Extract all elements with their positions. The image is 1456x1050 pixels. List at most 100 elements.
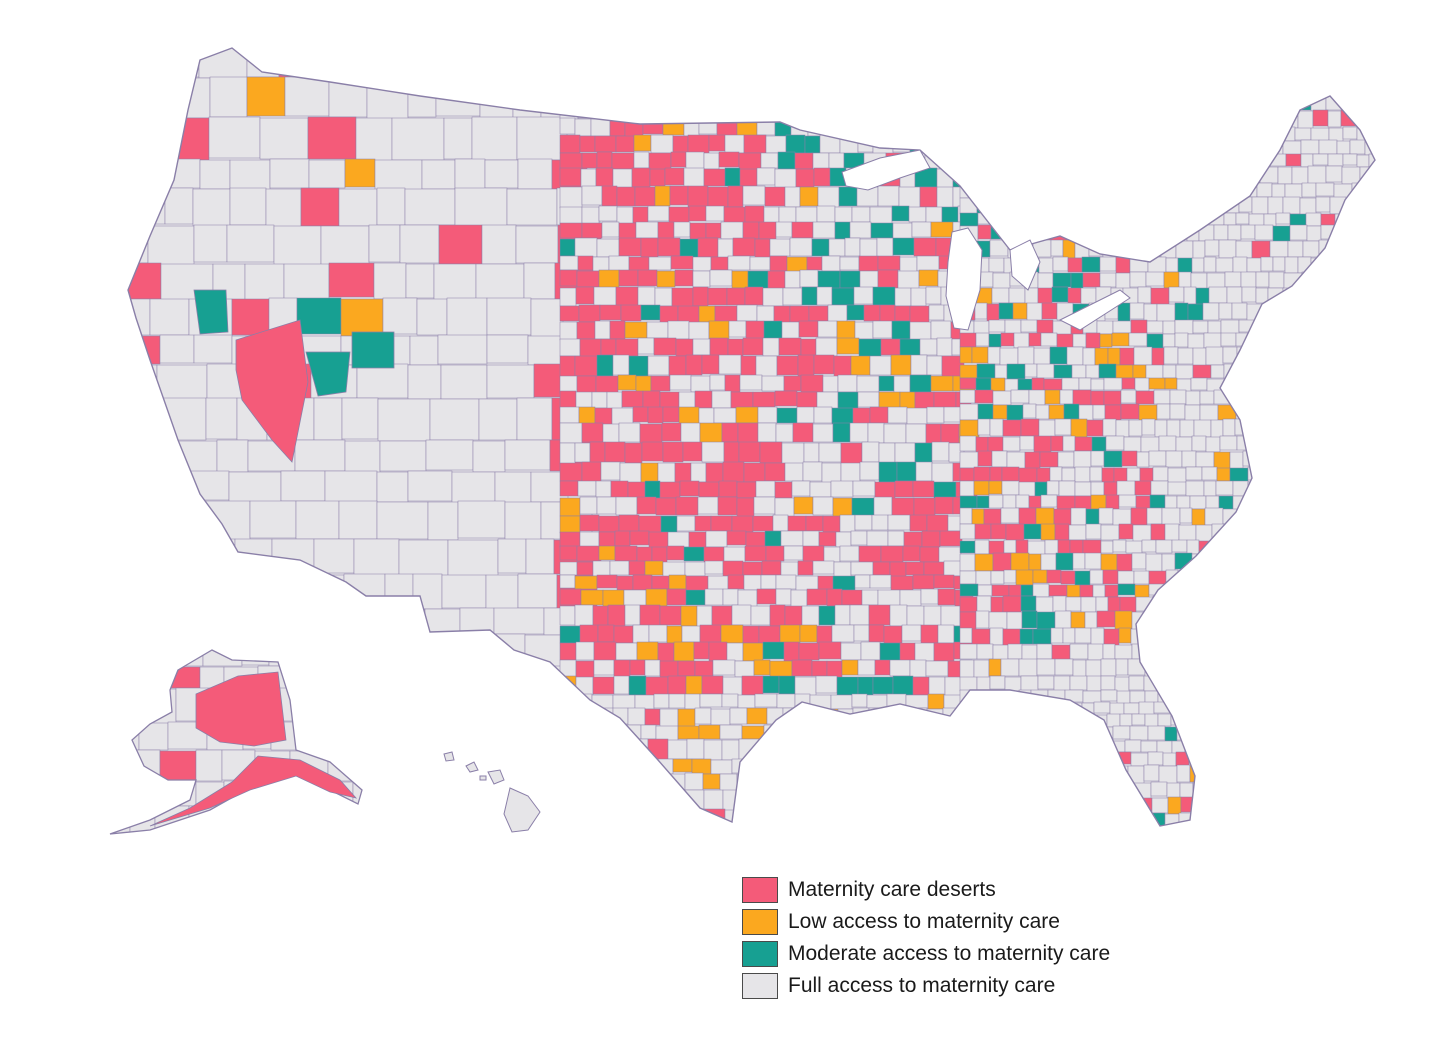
county-cell	[581, 222, 603, 239]
county-cell	[836, 320, 856, 340]
county-cell	[1201, 80, 1220, 97]
county-cell	[703, 739, 723, 761]
county-cell	[1305, 553, 1320, 572]
county-cell	[854, 574, 871, 589]
county-cell	[815, 337, 838, 357]
county-cell	[726, 530, 747, 546]
county-cell	[1222, 725, 1236, 740]
county-cell	[840, 442, 863, 465]
county-cell	[642, 117, 664, 135]
county-cell	[628, 560, 646, 576]
county-cell	[1387, 660, 1402, 678]
county-cell	[915, 461, 933, 482]
county-cell	[972, 782, 991, 799]
county-cell	[1304, 611, 1318, 631]
county-cell	[745, 531, 766, 549]
county-cell	[251, 607, 284, 634]
county-cell	[639, 423, 663, 445]
county-cell	[1145, 271, 1165, 287]
county-cell	[737, 694, 756, 709]
county-cell	[1282, 196, 1301, 215]
county-cell	[1119, 347, 1135, 366]
county-cell	[1191, 109, 1206, 127]
county-cell	[1322, 436, 1336, 454]
county-cell	[1006, 451, 1026, 470]
county-cell	[1315, 764, 1331, 783]
county-cell	[731, 515, 754, 533]
county-cell	[444, 634, 493, 669]
county-cell	[1385, 813, 1398, 829]
county-cell	[1067, 257, 1083, 273]
county-cell	[921, 530, 941, 548]
county-cell	[1023, 213, 1038, 227]
county-cell	[186, 833, 212, 834]
county-cell	[1334, 690, 1353, 705]
hawaii-island-maui	[487, 769, 505, 785]
county-cell	[764, 186, 786, 207]
county-cell	[1147, 725, 1166, 741]
county-cell	[868, 624, 885, 643]
county-cell	[1334, 436, 1353, 453]
county-cell	[1325, 320, 1339, 334]
county-cell	[1036, 714, 1052, 728]
county-cell	[128, 439, 170, 471]
county-cell	[1210, 364, 1225, 379]
county-cell	[1223, 212, 1237, 226]
county-cell	[1254, 224, 1274, 241]
county-cell	[596, 151, 613, 169]
county-cell	[1111, 332, 1130, 347]
county-cell	[644, 560, 664, 576]
county-cell	[989, 418, 1004, 437]
county-cell	[908, 707, 928, 727]
county-cell	[887, 406, 908, 424]
county-cell	[925, 286, 942, 305]
county-cell	[1134, 584, 1150, 599]
county-cell	[1006, 404, 1024, 421]
county-cell	[1374, 127, 1375, 143]
county-cell	[616, 808, 639, 826]
county-cell	[356, 363, 409, 399]
county-cell	[559, 515, 581, 534]
county-cell	[992, 272, 1011, 290]
county-cell	[1002, 829, 1017, 847]
county-cell	[878, 442, 896, 464]
county-cell	[1019, 628, 1034, 645]
county-cell	[762, 287, 784, 307]
county-cell	[1205, 346, 1224, 366]
county-cell	[746, 707, 768, 725]
county-cell	[800, 374, 824, 393]
county-cell	[976, 643, 994, 660]
county-cell	[751, 772, 768, 791]
county-cell	[1026, 80, 1040, 97]
county-cell	[974, 302, 988, 320]
county-cell	[1161, 553, 1176, 573]
county-cell	[647, 828, 664, 846]
county-cell	[592, 605, 609, 628]
county-cell	[812, 496, 834, 516]
county-cell	[1265, 813, 1282, 826]
county-cell	[1106, 225, 1121, 241]
county-cell	[777, 758, 797, 775]
county-cell	[1104, 139, 1118, 155]
county-cell	[731, 604, 752, 626]
county-cell	[1092, 813, 1107, 826]
county-cell	[201, 607, 253, 635]
county-cell	[1257, 153, 1271, 168]
county-cell	[844, 738, 866, 760]
county-cell	[1320, 628, 1339, 647]
county-cell	[1148, 450, 1167, 467]
county-cell	[1156, 303, 1176, 323]
county-cell	[405, 263, 435, 299]
county-cell	[1291, 524, 1306, 543]
county-cell	[780, 530, 804, 547]
county-cell	[1275, 508, 1293, 525]
county-cell	[1135, 596, 1154, 612]
county-cell	[559, 255, 579, 271]
county-cell	[1319, 346, 1333, 365]
county-cell	[1069, 643, 1089, 660]
county-cell	[1046, 569, 1062, 584]
county-cell	[1192, 347, 1207, 367]
county-cell	[592, 560, 611, 577]
county-cell	[1162, 333, 1176, 348]
county-cell	[1080, 596, 1097, 613]
